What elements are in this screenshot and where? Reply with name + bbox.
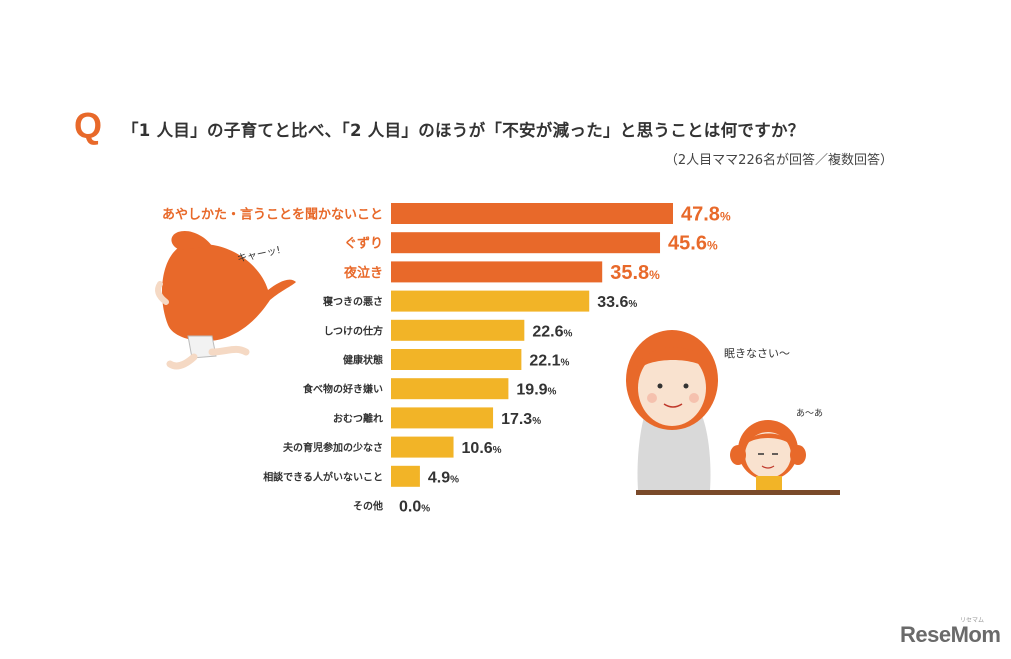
value-label: 17.3% (501, 411, 541, 428)
bar (391, 349, 522, 370)
category-label: ぐずり (344, 236, 383, 252)
resemom-logo: ReseMom (900, 622, 1001, 647)
value-label: 4.9% (428, 469, 459, 486)
kid-shout-text: キャーッ! (236, 245, 281, 265)
mother-child-illustration (626, 330, 840, 495)
respondents-note: （2人目ママ226名が回答／複数回答） (664, 153, 893, 168)
category-label: 寝つきの悪さ (323, 295, 383, 308)
category-label: 健康状態 (343, 354, 383, 367)
category-label: おむつ離れ (333, 412, 383, 425)
category-label: 夫の育児参加の少なさ (282, 441, 383, 454)
category-label: あやしかた・言うことを聞かないこと (162, 207, 383, 223)
logo-small-text: リセマム (960, 617, 985, 624)
category-label: その他 (353, 500, 383, 513)
running-child-illustration (155, 230, 296, 370)
question-title: 「1 人目」の子育てと比べ、「2 人目」のほうが「不安が減った」と思うことは何で… (122, 121, 805, 140)
value-label: 47.8% (681, 204, 731, 226)
child-speech-text: あ〜あ (796, 408, 823, 419)
bar (391, 436, 454, 458)
value-label: 10.6% (462, 440, 502, 457)
value-label: 35.8% (610, 262, 660, 284)
bar (391, 203, 673, 224)
bar (391, 378, 509, 400)
mom-speech-text: 眠きなさい〜 (724, 347, 790, 360)
bar (391, 290, 590, 312)
bar (391, 465, 420, 487)
category-label: しつけの仕方 (324, 324, 383, 337)
value-label: 0.0% (399, 499, 430, 516)
bar (391, 261, 603, 283)
value-label: 45.6% (668, 233, 718, 255)
value-label: 22.1% (529, 353, 569, 370)
value-label: 22.6% (532, 323, 572, 340)
bar (391, 232, 661, 254)
bars-group: あやしかた・言うことを聞かないこと 47.8% ぐずり 45.6% 夜泣き 35.8% 寝つ… (162, 203, 731, 516)
bar (391, 407, 494, 429)
value-label: 19.9% (516, 382, 556, 399)
value-label: 33.6% (597, 294, 637, 311)
question-mark: Q (74, 105, 103, 146)
category-label: 相談できる人がいないこと (263, 470, 383, 483)
bar (391, 319, 525, 341)
category-label: 食べ物の好き嫌い (302, 383, 383, 396)
category-label: 夜泣き (343, 265, 383, 281)
